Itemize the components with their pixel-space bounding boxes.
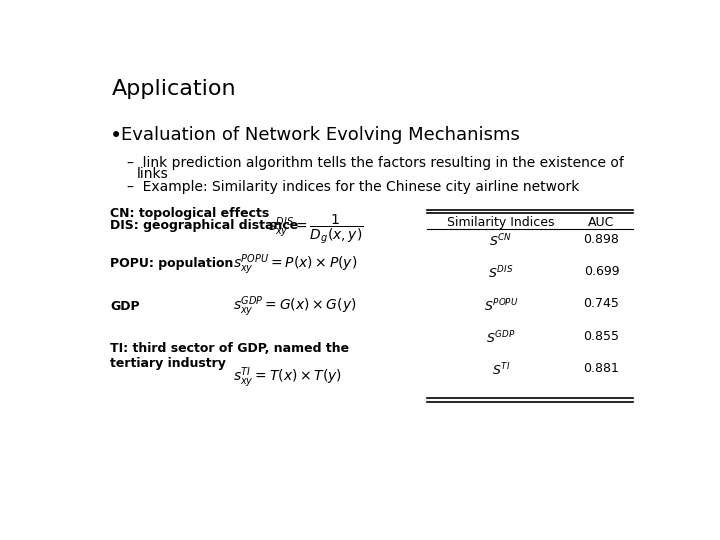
Text: –  Example: Similarity indices for the Chinese city airline network: – Example: Similarity indices for the Ch… bbox=[127, 180, 580, 194]
Text: links: links bbox=[137, 167, 168, 181]
Text: $S^{DIS}$: $S^{DIS}$ bbox=[488, 265, 513, 281]
Text: $S^{CN}$: $S^{CN}$ bbox=[489, 233, 513, 249]
Text: Similarity Indices: Similarity Indices bbox=[447, 217, 554, 230]
Text: $s_{xy}^{DIS} = \dfrac{1}{D_g(x,y)}$: $s_{xy}^{DIS} = \dfrac{1}{D_g(x,y)}$ bbox=[269, 213, 364, 246]
Text: $S^{TI}$: $S^{TI}$ bbox=[492, 362, 510, 379]
Text: GDP: GDP bbox=[110, 300, 140, 313]
Text: 0.699: 0.699 bbox=[584, 265, 619, 278]
Text: $S^{POPU}$: $S^{POPU}$ bbox=[484, 298, 518, 314]
Text: AUC: AUC bbox=[588, 217, 615, 230]
Text: $s_{xy}^{GDP} = G(x) \times G(y)$: $s_{xy}^{GDP} = G(x) \times G(y)$ bbox=[233, 294, 357, 319]
Text: –  link prediction algorithm tells the factors resulting in the existence of: – link prediction algorithm tells the fa… bbox=[127, 156, 624, 170]
Text: POPU: population: POPU: population bbox=[110, 257, 233, 271]
Text: $s_{xy}^{POPU} = P(x) \times P(y)$: $s_{xy}^{POPU} = P(x) \times P(y)$ bbox=[233, 253, 358, 277]
Text: $s_{xy}^{TI} = T(x) \times T(y)$: $s_{xy}^{TI} = T(x) \times T(y)$ bbox=[233, 365, 343, 389]
Text: 0.855: 0.855 bbox=[583, 330, 619, 343]
Text: 0.898: 0.898 bbox=[584, 233, 619, 246]
Text: DIS: geographical distance: DIS: geographical distance bbox=[110, 219, 298, 232]
Text: $S^{GDP}$: $S^{GDP}$ bbox=[486, 330, 516, 346]
Text: Application: Application bbox=[112, 79, 236, 99]
Text: CN: topological effects: CN: topological effects bbox=[110, 207, 269, 220]
Text: 0.881: 0.881 bbox=[584, 362, 619, 375]
Text: TI: third sector of GDP, named the
tertiary industry: TI: third sector of GDP, named the terti… bbox=[110, 342, 349, 370]
Text: Evaluation of Network Evolving Mechanisms: Evaluation of Network Evolving Mechanism… bbox=[121, 126, 520, 144]
Text: •: • bbox=[110, 126, 122, 146]
Text: 0.745: 0.745 bbox=[584, 298, 619, 310]
